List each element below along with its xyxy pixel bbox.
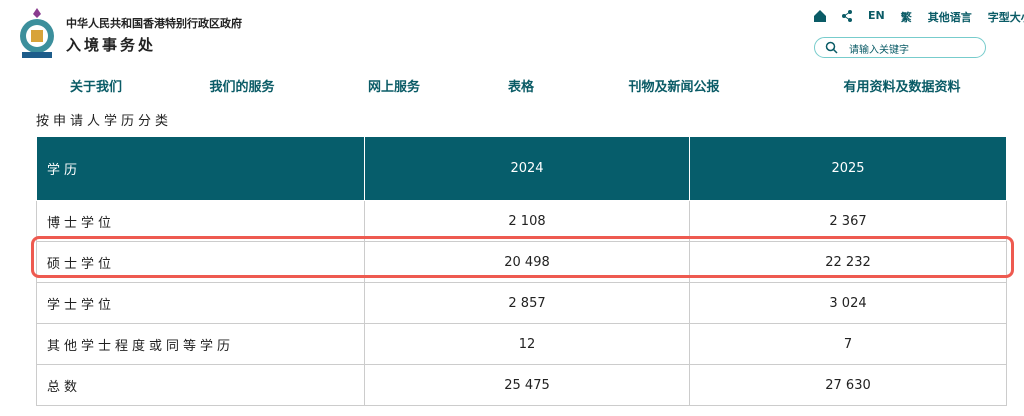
table-cell: 2 857 <box>364 282 690 324</box>
nav-item[interactable]: 我们的服务 <box>209 80 275 95</box>
table-cell: 12 <box>364 323 690 365</box>
table-caption: 按申请人学历分类 <box>36 114 173 129</box>
table-cell: 25 475 <box>364 364 690 406</box>
data-table: 学历 2024 2025 博士学位 2 108 2 367 硕士学位 20 498 22 232… <box>36 136 1007 406</box>
column-header: 2024 <box>364 136 690 201</box>
logo <box>20 8 54 58</box>
column-header: 学历 <box>36 136 365 201</box>
top-link[interactable]: EN <box>868 9 885 22</box>
dept-name: 入境事务处 <box>66 36 157 54</box>
nav-item[interactable]: 刊物及新闻公报 <box>628 80 720 95</box>
top-link[interactable]: 字型大小 <box>987 11 1024 24</box>
search-placeholder: 请输入关键字 <box>849 45 909 56</box>
table-cell: 总数 <box>36 364 365 406</box>
icons[interactable] <box>812 9 862 23</box>
table-cell: 3 024 <box>689 282 1007 324</box>
table-row: 学士学位 2 857 3 024 <box>36 282 1007 324</box>
nav-item[interactable]: 有用资料及数据资料 <box>843 80 961 95</box>
table-cell: 2 108 <box>364 200 690 242</box>
table-cell: 其他学士程度或同等学历 <box>36 323 365 365</box>
header-row: 学历 2024 2025 <box>36 136 1007 201</box>
nav-item[interactable]: 网上服务 <box>367 80 421 95</box>
top-links: EN 繁 其他语言 字型大小 <box>868 9 1024 25</box>
nav-item[interactable]: 表格 <box>507 80 535 95</box>
highlight-box <box>31 236 1014 278</box>
search-box[interactable]: 请输入关键字 <box>814 37 986 58</box>
top-link[interactable]: 其他语言 <box>927 11 972 24</box>
table-cell: 7 <box>689 323 1007 365</box>
org-name: 中华人民共和国香港特别行政区政府 <box>66 17 242 30</box>
table-row: 其他学士程度或同等学历 12 7 <box>36 323 1007 365</box>
search-icon <box>825 41 838 54</box>
top-link[interactable]: 繁 <box>900 11 912 24</box>
column-header: 2025 <box>689 136 1007 201</box>
nav-bar: 关于我们 我们的服务 网上服务 表格 刊物及新闻公报 有用资料及数据资料 <box>0 76 1024 96</box>
table-cell: 学士学位 <box>36 282 365 324</box>
table-row: 总数 25 475 27 630 <box>36 364 1007 406</box>
table-row: 博士学位 2 108 2 367 <box>36 200 1007 242</box>
nav-item[interactable]: 关于我们 <box>69 80 123 95</box>
table-cell: 27 630 <box>689 364 1007 406</box>
table-cell: 博士学位 <box>36 200 365 242</box>
